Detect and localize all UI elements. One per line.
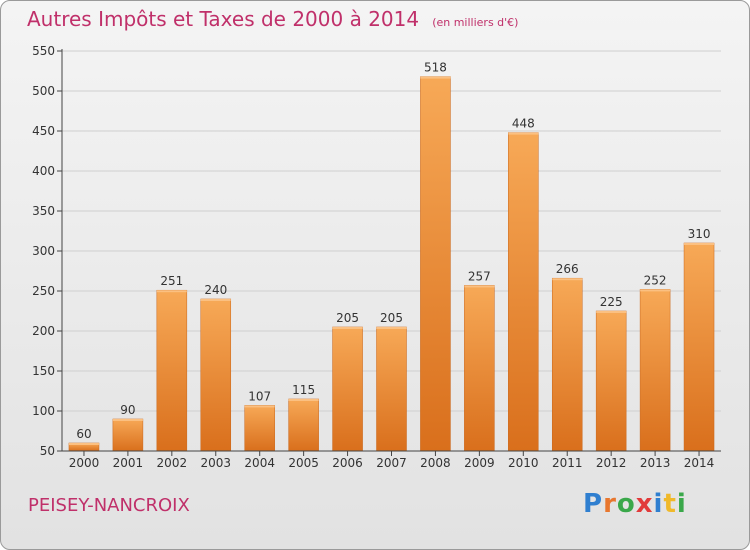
bar-top-highlight: [112, 419, 143, 421]
data-label: 107: [248, 389, 271, 403]
x-tick-label: 2001: [113, 456, 144, 470]
bar-top-highlight: [332, 327, 363, 329]
y-tick-label: 400: [32, 164, 55, 178]
bar-top-highlight: [156, 290, 187, 293]
x-tick-label: 2003: [200, 456, 231, 470]
logo-letter: P: [583, 489, 604, 519]
x-tick-label: 2004: [244, 456, 275, 470]
x-tick-label: 2008: [420, 456, 451, 470]
bar: [639, 289, 671, 452]
bar-top-highlight: [288, 399, 319, 401]
chart-title: Autres Impôts et Taxes de 2000 à 2014: [27, 7, 420, 31]
y-tick-label: 450: [32, 124, 55, 138]
axes: 50 100 150 200 250 300 350 400 450 500 550 2000 2001…: [32, 44, 721, 470]
data-label: 240: [204, 283, 227, 297]
x-tick-label: 2014: [684, 456, 715, 470]
data-label: 266: [556, 262, 579, 276]
bar-top-highlight: [552, 278, 583, 281]
x-tick-label: 2006: [332, 456, 363, 470]
data-label: 251: [160, 274, 183, 288]
bar: [376, 326, 407, 452]
bar: [551, 277, 583, 452]
bar: [332, 326, 363, 452]
bar: [464, 285, 495, 452]
logo-letter: i: [676, 489, 687, 519]
bar: [244, 405, 275, 452]
bar: [420, 76, 451, 452]
data-label: 205: [336, 311, 359, 325]
chart-subtitle: (en milliers d'€): [432, 16, 519, 29]
bar: [156, 289, 188, 452]
bar-top-highlight: [684, 243, 715, 245]
bar-top-highlight: [508, 132, 539, 135]
data-label: 115: [292, 383, 315, 397]
bar-top-highlight: [596, 311, 627, 313]
bar: [288, 398, 319, 452]
x-tick-label: 2013: [640, 456, 671, 470]
bar-top-highlight: [68, 443, 99, 445]
x-tick-label: 2011: [552, 456, 583, 470]
data-label: 257: [468, 269, 491, 283]
logo-letter: t: [663, 489, 677, 519]
y-tick-label: 550: [32, 44, 55, 58]
bar: [112, 418, 144, 452]
bars: [68, 76, 715, 452]
labels: 60 90 251 240 107 115 205 205 518 257 448 266 225 252…: [76, 61, 710, 441]
bar-top-highlight: [640, 289, 671, 292]
bar: [200, 298, 232, 452]
bar-top-highlight: [376, 327, 407, 329]
proxiti-logo: Proxiti: [583, 489, 687, 519]
data-label: 205: [380, 311, 403, 325]
y-tick-label: 250: [32, 284, 55, 298]
y-tick-label: 50: [40, 444, 55, 458]
y-tick-label: 150: [32, 364, 55, 378]
logo-letter: o: [616, 489, 636, 519]
data-label: 90: [120, 403, 135, 417]
x-tick-label: 2010: [508, 456, 539, 470]
y-tick-label: 300: [32, 244, 55, 258]
bar: [595, 310, 627, 452]
y-tick-label: 350: [32, 204, 55, 218]
commune-name: PEISEY-NANCROIX: [28, 495, 190, 516]
y-tick-label: 200: [32, 324, 55, 338]
y-tick-label: 100: [32, 404, 55, 418]
x-tick-label: 2012: [596, 456, 627, 470]
bar-top-highlight: [420, 76, 451, 79]
x-tick-label: 2007: [376, 456, 407, 470]
data-label: 252: [644, 273, 667, 287]
title-row: Autres Impôts et Taxes de 2000 à 2014 (e…: [27, 7, 518, 31]
bar-top-highlight: [244, 405, 275, 408]
bar-top-highlight: [464, 285, 495, 288]
x-tick-label: 2009: [464, 456, 495, 470]
data-label: 448: [512, 117, 535, 131]
logo-letter: i: [653, 489, 664, 519]
logo-letter: x: [635, 489, 654, 519]
data-label: 310: [688, 227, 711, 241]
data-label: 518: [424, 61, 447, 75]
bar: [683, 242, 715, 452]
bar-top-highlight: [200, 299, 231, 301]
data-label: 60: [76, 427, 91, 441]
logo-letter: r: [603, 489, 617, 519]
bar: [508, 132, 539, 452]
data-label: 225: [600, 295, 623, 309]
y-tick-label: 500: [32, 84, 55, 98]
x-tick-label: 2005: [288, 456, 319, 470]
x-tick-label: 2000: [69, 456, 100, 470]
x-tick-label: 2002: [157, 456, 188, 470]
